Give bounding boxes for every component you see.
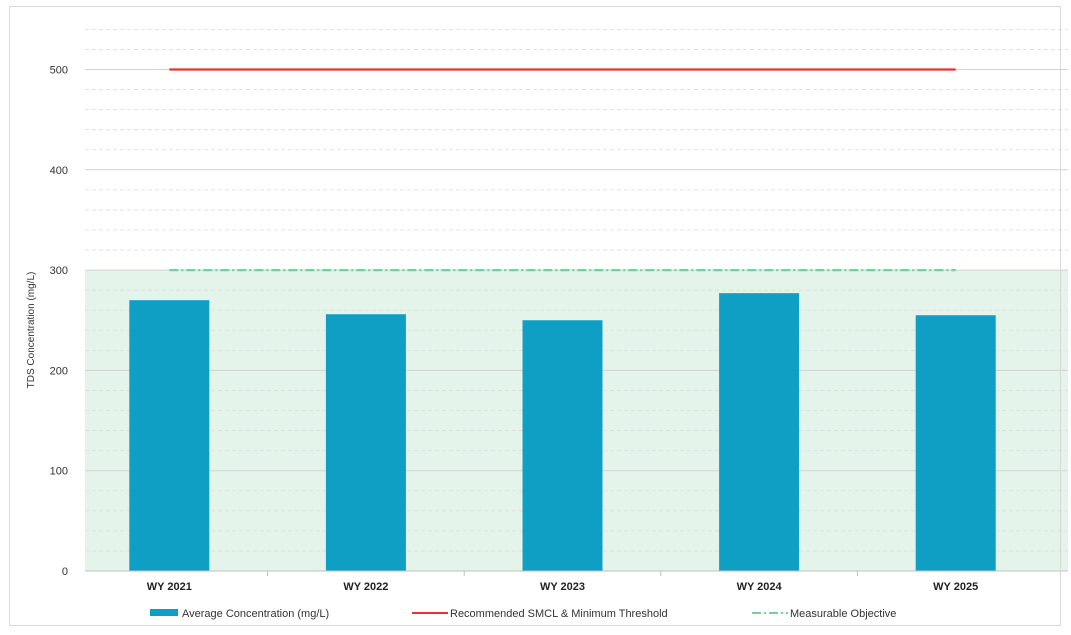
x-tick-label: WY 2023 <box>540 581 585 593</box>
x-tick-label: WY 2022 <box>343 581 388 593</box>
legend-label: Measurable Objective <box>790 608 896 620</box>
bar <box>719 293 800 571</box>
y-tick-label: 100 <box>50 466 68 478</box>
y-axis-label: TDS Concentration (mg/L) <box>26 272 37 389</box>
bar <box>522 320 603 571</box>
x-tick-label: WY 2021 <box>147 581 192 593</box>
legend-label: Average Concentration (mg/L) <box>182 608 329 620</box>
bar <box>325 314 406 571</box>
y-tick-label: 500 <box>50 65 68 77</box>
bars <box>129 293 996 571</box>
bar <box>915 315 996 571</box>
bar <box>129 300 210 571</box>
reference-lines <box>169 68 956 272</box>
x-tick-label: WY 2025 <box>933 581 978 593</box>
legend-swatch <box>150 609 178 616</box>
axes: 0 100 200 300 400 500 WY 2021 WY 2022 WY 2023 WY … <box>50 65 1068 593</box>
x-tick-label: WY 2024 <box>737 581 783 593</box>
legend-label: Recommended SMCL & Minimum Threshold <box>450 608 668 620</box>
y-tick-label: 200 <box>50 365 68 377</box>
y-tick-label: 300 <box>50 265 68 277</box>
y-tick-label: 0 <box>62 566 68 578</box>
legend: Average Concentration (mg/L) Recommended … <box>150 608 896 620</box>
y-tick-label: 400 <box>50 165 68 177</box>
